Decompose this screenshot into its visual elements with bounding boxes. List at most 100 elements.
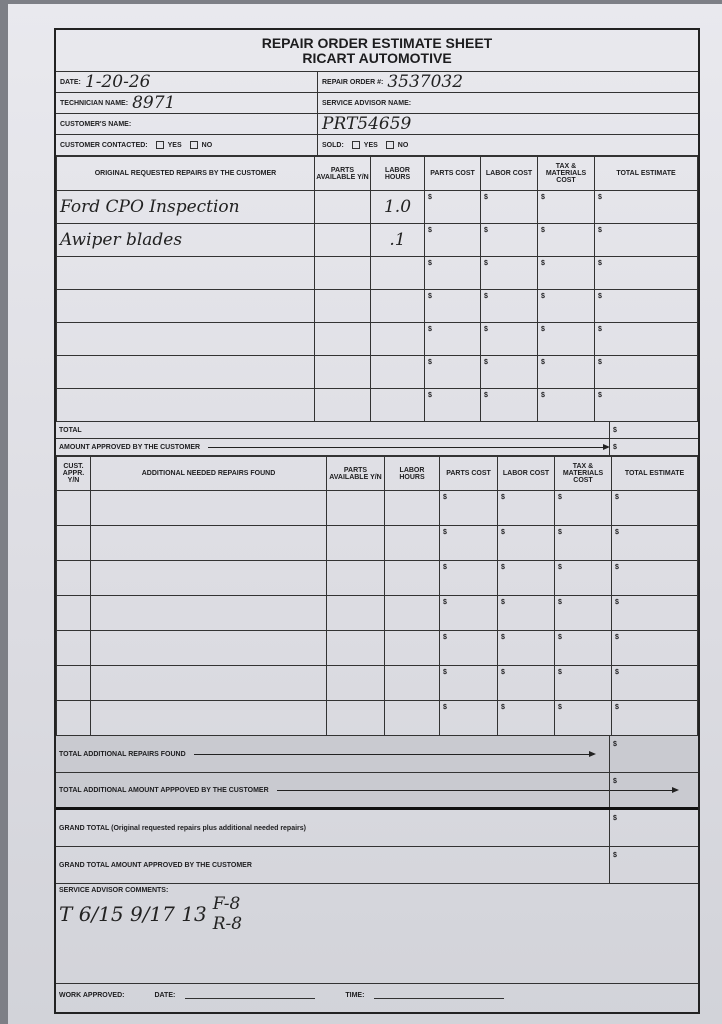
- grand-total-value[interactable]: $: [609, 810, 620, 846]
- cost-cell[interactable]: $: [497, 560, 555, 596]
- cost-cell[interactable]: $: [594, 388, 698, 422]
- parts-available[interactable]: [326, 665, 385, 701]
- parts-available[interactable]: [326, 700, 385, 736]
- approved-time-field[interactable]: [374, 991, 505, 999]
- cost-cell[interactable]: $: [554, 700, 612, 736]
- cost-cell[interactable]: $: [439, 630, 498, 666]
- amount-approved-value[interactable]: $: [609, 439, 620, 455]
- cost-cell[interactable]: $: [537, 289, 595, 323]
- labor-hours[interactable]: [370, 355, 425, 389]
- repair-description[interactable]: [56, 388, 315, 422]
- labor-hours[interactable]: 1.0: [370, 190, 425, 224]
- cost-cell[interactable]: $: [554, 595, 612, 631]
- cost-cell[interactable]: $: [611, 560, 698, 596]
- parts-available[interactable]: [314, 190, 371, 224]
- cost-cell[interactable]: $: [480, 355, 538, 389]
- cost-cell[interactable]: $: [480, 388, 538, 422]
- repair-description[interactable]: Awiper blades: [56, 223, 315, 257]
- cust-approval[interactable]: [56, 525, 91, 561]
- cost-cell[interactable]: $: [424, 289, 481, 323]
- repair-description[interactable]: [90, 665, 327, 701]
- cost-cell[interactable]: $: [424, 388, 481, 422]
- cost-cell[interactable]: $: [594, 256, 698, 290]
- labor-hours[interactable]: [370, 289, 425, 323]
- repair-description[interactable]: [90, 595, 327, 631]
- comments-box[interactable]: SERVICE ADVISOR COMMENTS: T 6/15 9/17 13…: [56, 884, 698, 984]
- sold-no-checkbox[interactable]: [385, 141, 394, 149]
- parts-available[interactable]: [314, 322, 371, 356]
- cost-cell[interactable]: $: [424, 322, 481, 356]
- customer-value[interactable]: PRT54659: [322, 114, 412, 134]
- cost-cell[interactable]: $: [554, 490, 612, 526]
- cost-cell[interactable]: $: [537, 388, 595, 422]
- cust-approval[interactable]: [56, 700, 91, 736]
- parts-available[interactable]: [326, 490, 385, 526]
- parts-available[interactable]: [326, 560, 385, 596]
- cost-cell[interactable]: $: [594, 223, 698, 257]
- grand-approved-value[interactable]: $: [609, 847, 620, 883]
- tech-value[interactable]: 8971: [132, 93, 176, 113]
- cost-cell[interactable]: $: [537, 355, 595, 389]
- repair-description[interactable]: [90, 560, 327, 596]
- cost-cell[interactable]: $: [424, 223, 481, 257]
- cost-cell[interactable]: $: [497, 595, 555, 631]
- cust-approval[interactable]: [56, 630, 91, 666]
- parts-available[interactable]: [314, 289, 371, 323]
- cost-cell[interactable]: $: [439, 665, 498, 701]
- cost-cell[interactable]: $: [537, 190, 595, 224]
- cost-cell[interactable]: $: [537, 322, 595, 356]
- cost-cell[interactable]: $: [594, 190, 698, 224]
- cost-cell[interactable]: $: [480, 289, 538, 323]
- cost-cell[interactable]: $: [611, 525, 698, 561]
- parts-available[interactable]: [326, 525, 385, 561]
- parts-available[interactable]: [314, 223, 371, 257]
- parts-available[interactable]: [314, 355, 371, 389]
- cost-cell[interactable]: $: [424, 190, 481, 224]
- cost-cell[interactable]: $: [497, 700, 555, 736]
- cost-cell[interactable]: $: [594, 355, 698, 389]
- ro-value[interactable]: 3537032: [387, 72, 464, 92]
- approved-date-field[interactable]: [185, 991, 316, 999]
- cost-cell[interactable]: $: [611, 665, 698, 701]
- repair-description[interactable]: [90, 525, 327, 561]
- cost-cell[interactable]: $: [537, 256, 595, 290]
- cost-cell[interactable]: $: [497, 490, 555, 526]
- contacted-no-checkbox[interactable]: [189, 141, 198, 149]
- labor-hours[interactable]: [384, 560, 440, 596]
- labor-hours[interactable]: [384, 630, 440, 666]
- cost-cell[interactable]: $: [424, 355, 481, 389]
- repair-description[interactable]: [56, 322, 315, 356]
- cost-cell[interactable]: $: [480, 223, 538, 257]
- cust-approval[interactable]: [56, 490, 91, 526]
- cost-cell[interactable]: $: [611, 595, 698, 631]
- labor-hours[interactable]: .1: [370, 223, 425, 257]
- cost-cell[interactable]: $: [439, 595, 498, 631]
- cost-cell[interactable]: $: [554, 560, 612, 596]
- cost-cell[interactable]: $: [594, 322, 698, 356]
- labor-hours[interactable]: [370, 256, 425, 290]
- cost-cell[interactable]: $: [537, 223, 595, 257]
- repair-description[interactable]: [90, 490, 327, 526]
- cost-cell[interactable]: $: [439, 700, 498, 736]
- labor-hours[interactable]: [370, 388, 425, 422]
- contacted-yes-checkbox[interactable]: [155, 141, 164, 149]
- cost-cell[interactable]: $: [611, 700, 698, 736]
- total-amount[interactable]: $: [609, 422, 620, 438]
- cost-cell[interactable]: $: [480, 256, 538, 290]
- cost-cell[interactable]: $: [554, 525, 612, 561]
- cost-cell[interactable]: $: [480, 322, 538, 356]
- parts-available[interactable]: [314, 256, 371, 290]
- labor-hours[interactable]: [384, 700, 440, 736]
- cost-cell[interactable]: $: [554, 630, 612, 666]
- cost-cell[interactable]: $: [497, 525, 555, 561]
- cost-cell[interactable]: $: [611, 490, 698, 526]
- cust-approval[interactable]: [56, 560, 91, 596]
- cost-cell[interactable]: $: [439, 560, 498, 596]
- cost-cell[interactable]: $: [554, 665, 612, 701]
- labor-hours[interactable]: [370, 322, 425, 356]
- repair-description[interactable]: [56, 289, 315, 323]
- parts-available[interactable]: [314, 388, 371, 422]
- repair-description[interactable]: [90, 700, 327, 736]
- repair-description[interactable]: [56, 256, 315, 290]
- labor-hours[interactable]: [384, 490, 440, 526]
